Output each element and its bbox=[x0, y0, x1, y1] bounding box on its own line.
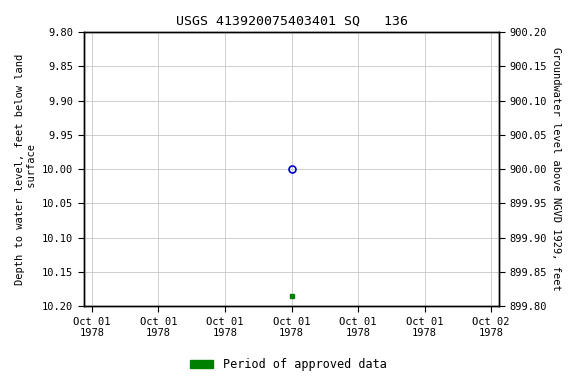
Y-axis label: Depth to water level, feet below land
 surface: Depth to water level, feet below land su… bbox=[15, 53, 37, 285]
Legend: Period of approved data: Period of approved data bbox=[185, 354, 391, 376]
Title: USGS 413920075403401 SQ   136: USGS 413920075403401 SQ 136 bbox=[176, 15, 407, 28]
Y-axis label: Groundwater level above NGVD 1929, feet: Groundwater level above NGVD 1929, feet bbox=[551, 47, 561, 291]
